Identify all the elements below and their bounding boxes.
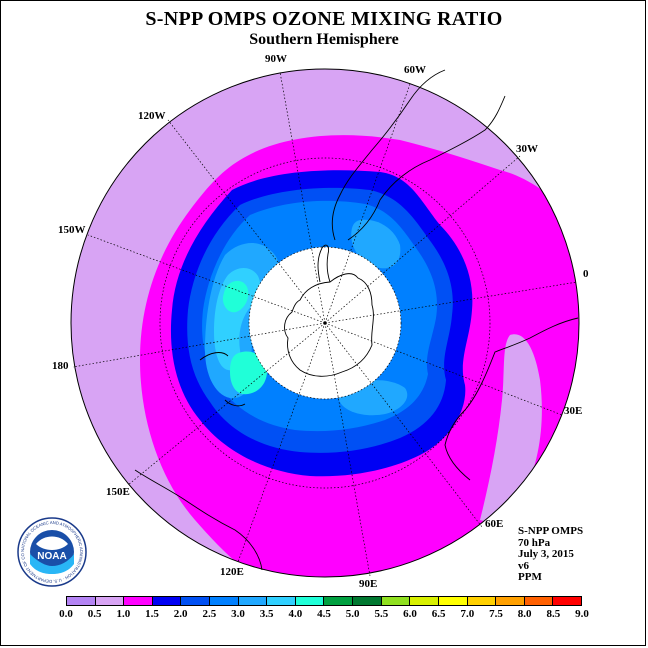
- lon-label-150w: 150W: [58, 224, 86, 236]
- colorbar-tick-label: 7.5: [489, 608, 503, 620]
- colorbar-tick-label: 8.5: [546, 608, 561, 620]
- meridian-150w: [87, 234, 326, 324]
- lon-label-150e: 150E: [106, 486, 130, 498]
- colorbar-tick-label: 2.0: [173, 608, 188, 620]
- info-block: S-NPP OMPS 70 hPa July 3, 2015 v6 PPM: [518, 525, 584, 584]
- contour-3.0b: [351, 219, 401, 269]
- info-version: v6: [518, 559, 529, 572]
- colorbar-segment: [181, 597, 211, 605]
- meridian-120w: [167, 119, 326, 324]
- lon-label-90e: 90E: [359, 578, 378, 590]
- lon-label-90w: 90W: [265, 53, 287, 65]
- contour-4.0a: [222, 280, 249, 313]
- colorbar-tick-label: 8.0: [517, 608, 532, 620]
- map-border: [70, 68, 580, 578]
- colorbar-tick-label: 4.5: [317, 608, 331, 620]
- meridian-90e: [324, 322, 371, 577]
- colorbar-segment: [210, 597, 239, 605]
- colorbar-tick-label: 7.0: [460, 608, 475, 620]
- graticule: [72, 71, 578, 577]
- meridian-180: [72, 322, 326, 368]
- contour-4.0b: [230, 351, 268, 395]
- lon-label-60e: 60E: [485, 518, 504, 530]
- info-pressure: 70 hPa: [518, 536, 551, 549]
- colorbar-segment: [438, 597, 468, 605]
- info-instrument: S-NPP OMPS: [518, 525, 584, 537]
- colorbar-segment: [496, 597, 525, 605]
- south-america-coast-2: [347, 95, 506, 241]
- lon-label-60w: 60W: [404, 64, 426, 76]
- meridian-150e: [127, 322, 326, 486]
- colorbar-segment: [238, 597, 268, 605]
- colorbar-segment: [95, 597, 125, 605]
- antarctica-coast: [284, 273, 374, 377]
- colorbar: [66, 596, 582, 606]
- info-date: July 3, 2015: [518, 548, 574, 560]
- latitude-circle-mid: [159, 157, 491, 489]
- colorbar-segment: [467, 597, 497, 605]
- colorbar-tick-label: 1.5: [145, 608, 159, 620]
- new-zealand-coast: [199, 352, 246, 407]
- coastlines: [134, 69, 579, 571]
- colorbar-tick-label: 9.0: [575, 608, 589, 620]
- lon-label-120e: 120E: [220, 566, 244, 578]
- colorbar-segment: [524, 597, 554, 605]
- lon-label-180: 180: [52, 360, 69, 372]
- info-units: PPM: [518, 571, 542, 583]
- colorbar-tick-label: 1.0: [116, 608, 131, 620]
- meridian-30e: [324, 322, 563, 416]
- colorbar-segment: [353, 597, 382, 605]
- colorbar-segment: [553, 597, 581, 605]
- colorbar-segment: [67, 597, 96, 605]
- colorbar-tick-label: 0.5: [87, 608, 102, 620]
- meridian-0: [324, 281, 578, 324]
- colorbar-segment: [124, 597, 153, 605]
- south-pole-dot: [323, 321, 327, 325]
- africa-coast: [444, 317, 579, 481]
- colorbar-tick-label: 6.5: [431, 608, 446, 620]
- colorbar-tick-label: 5.0: [345, 608, 360, 620]
- noaa-logo: NOAA NATIONAL OCEANIC AND ATMOSPHERIC AD…: [16, 516, 87, 587]
- lon-label-30e: 30E: [564, 405, 583, 417]
- colorbar-tick-label: 3.5: [259, 608, 274, 620]
- colorbar-tick-label: 4.0: [288, 608, 303, 620]
- lon-label-120w: 120W: [138, 110, 166, 122]
- noaa-wordmark: NOAA: [37, 551, 66, 562]
- meridian-120e: [237, 322, 326, 563]
- lon-label-30w: 30W: [516, 143, 538, 155]
- colorbar-segment: [381, 597, 411, 605]
- colorbar-segment: [295, 597, 325, 605]
- map-subtitle: Southern Hemisphere: [249, 31, 399, 48]
- colorbar-tick-label: 0.0: [59, 608, 73, 620]
- colorbar-segment: [410, 597, 439, 605]
- meridian-30w: [324, 155, 521, 324]
- meridian-60w: [324, 83, 411, 324]
- south-america-coast: [331, 69, 446, 241]
- colorbar-tick-label: 5.5: [374, 608, 389, 620]
- map-title: S-NPP OMPS OZONE MIXING RATIO: [145, 8, 503, 30]
- contour-0.5-tongue: [480, 334, 542, 522]
- colorbar-tick-label: 2.5: [202, 608, 217, 620]
- antarctic-peninsula: [317, 244, 331, 283]
- meridian-90w: [279, 71, 326, 324]
- colorbar-segment: [267, 597, 296, 605]
- colorbar-tick-label: 3.0: [231, 608, 245, 620]
- colorbar-segment: [152, 597, 182, 605]
- meridian-60e: [324, 322, 483, 528]
- colorbar-tick-label: 6.0: [403, 608, 417, 620]
- australia-coast: [134, 469, 263, 571]
- latitude-circle-inner: [248, 246, 402, 400]
- lon-label-0: 0: [583, 268, 589, 280]
- colorbar-segment: [324, 597, 354, 605]
